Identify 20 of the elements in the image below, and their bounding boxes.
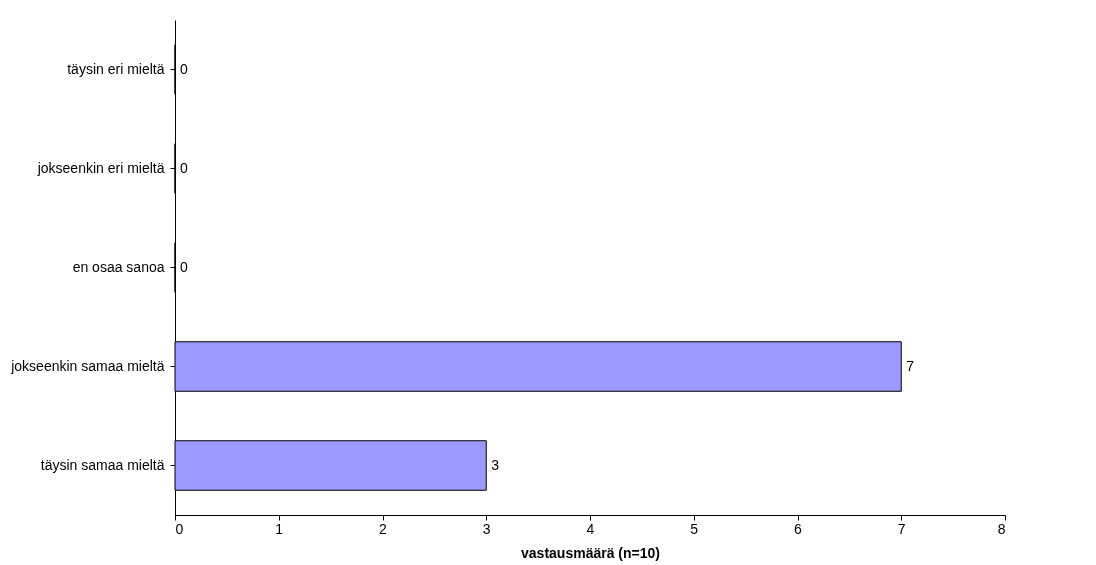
data-label: 3 (491, 456, 500, 473)
y-tick-label: jokseenkin eri mieltä (36, 159, 165, 176)
data-label: 0 (180, 60, 188, 77)
y-tick-label: täysin samaa mieltä (40, 456, 165, 473)
x-tick-label: 7 (897, 520, 906, 537)
x-tick-label: 8 (997, 520, 1006, 537)
x-axis-title: vastausmäärä (n=10) (521, 544, 660, 561)
x-tick-label: 5 (690, 520, 699, 537)
x-tick-label: 4 (586, 520, 595, 537)
x-tick-label: 3 (482, 520, 491, 537)
y-tick-label: jokseenkin samaa mieltä (10, 357, 165, 374)
y-tick-label: en osaa sanoa (72, 258, 165, 275)
data-label: 7 (906, 357, 915, 374)
x-tick-label: 6 (794, 520, 803, 537)
x-tick-label: 0 (175, 520, 184, 537)
x-tick-label: 2 (379, 520, 388, 537)
data-label: 0 (180, 258, 188, 275)
x-tick-label: 1 (275, 520, 284, 537)
y-tick-label: täysin eri mieltä (67, 60, 165, 77)
data-label: 0 (180, 159, 188, 176)
